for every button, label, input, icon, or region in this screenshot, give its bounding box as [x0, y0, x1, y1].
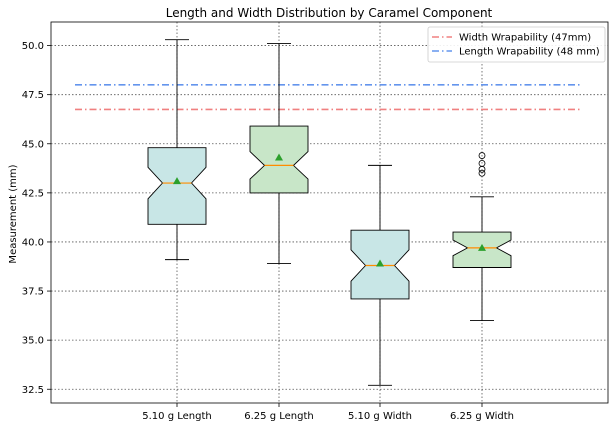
outlier-point [478, 169, 486, 177]
legend: Width Wrapability (47mm) Length Wrapabili… [427, 26, 606, 63]
outlier-point [478, 152, 486, 159]
box-body [147, 147, 207, 225]
outlier-point [478, 165, 486, 173]
x-tick-label: 6.25 g Width [450, 411, 514, 422]
y-tick-label: 42.5 [22, 188, 44, 199]
box-group [452, 152, 512, 321]
x-tick-label: 5.10 g Length [142, 411, 211, 422]
mean-marker [173, 177, 181, 185]
box-group [350, 164, 410, 386]
legend-label: Length Wrapability (48 mm) [459, 47, 600, 58]
boxes-layer [147, 39, 512, 386]
y-tick-label: 50.0 [22, 41, 44, 52]
x-tick-label: 6.25 g Length [244, 411, 313, 422]
mean-marker [376, 259, 384, 267]
y-tick-label: 35.0 [22, 336, 44, 347]
axes-layer: 32.5 35.0 37.5 40.0 42.5 45.0 47.5 50.0 5.10 g L… [22, 41, 514, 422]
y-tick-label: 32.5 [22, 385, 44, 396]
y-axis-title: Measurement (mm) [8, 164, 19, 263]
legend-label: Width Wrapability (47mm) [459, 33, 591, 44]
reference-lines [75, 84, 582, 111]
box-group [147, 39, 207, 261]
y-tick-label: 40.0 [22, 237, 44, 248]
grid-layer [51, 22, 608, 403]
mean-marker [478, 243, 486, 251]
legend-box [427, 26, 606, 63]
box-group [249, 43, 309, 265]
mean-marker [275, 153, 283, 161]
y-tick-label: 45.0 [22, 139, 44, 150]
plot-frame [50, 21, 609, 404]
chart-title: Length and Width Distribution by Caramel… [166, 6, 493, 20]
y-tick-label: 37.5 [22, 287, 44, 298]
x-tick-label: 5.10 g Width [348, 411, 412, 422]
y-tick-label: 47.5 [22, 90, 44, 101]
